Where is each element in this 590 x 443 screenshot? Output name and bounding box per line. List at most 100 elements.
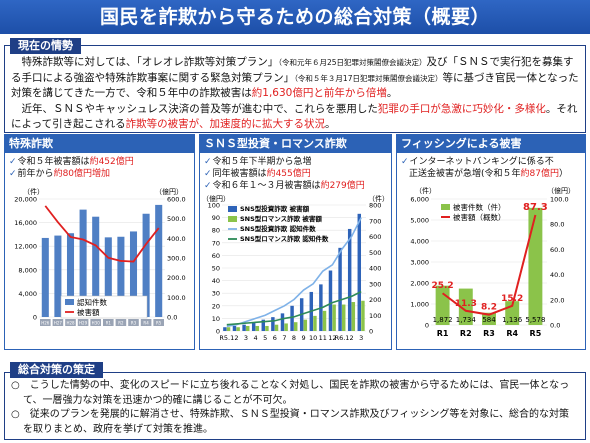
x-tick-label: 10 (309, 334, 317, 342)
x-tick-label: H28 (66, 321, 75, 326)
bullet: ✓令和５年被害額は約452億円 (9, 157, 134, 167)
bar-cases (129, 231, 138, 317)
x-tick-chip (90, 319, 101, 326)
x-tick-label: 5 (263, 334, 267, 342)
legend-label: SNS型ロマンス詐欺 認知件数 (240, 234, 329, 243)
x-tick-label: 12 (328, 334, 336, 342)
y-right-tick: 80.0 (550, 221, 564, 229)
x-tick-label: 8 (292, 334, 296, 342)
x-tick-chip (128, 319, 139, 326)
x-tick-chip (115, 319, 127, 326)
x-tick-label: R5.1 (219, 334, 234, 342)
y-left-tick: 0 (425, 322, 429, 330)
bar-value-label: 1,734 (456, 316, 477, 324)
bullet: ✓前年から約80億円増加 (9, 169, 111, 179)
y-left-tick: 8,000 (18, 266, 37, 274)
x-tick-label: R3 (131, 321, 137, 326)
bar-romance-damage (265, 325, 269, 331)
bar-romance-damage (284, 323, 288, 331)
legend-label: SNS型投資詐欺 被害額 (240, 204, 310, 213)
y-right-tick: 200.0 (167, 274, 186, 282)
intro-box: 特殊詐欺等に対しては、「オレオレ詐欺等対策プラン」（令和元年６月25日犯罪対策閣… (4, 45, 586, 133)
x-tick-label: R5 (156, 321, 162, 326)
intro-damage-highlight: 約1,630億円と前年から倍増 (251, 87, 387, 99)
x-tick-label: R4 (506, 329, 518, 338)
y-right-tick: 0 (369, 328, 373, 336)
legend-box (60, 295, 148, 319)
chart-phishing: （件） （億円） 6,000 5,000 4,000 3,000 2,000 1,000 0 10… (410, 186, 575, 338)
policy-paragraph-1: ○ こうした情勢の中、変化のスピードに立ち後れることなく対処し、国民を詐欺の被害… (11, 380, 570, 406)
bar-romance-damage (303, 319, 308, 331)
x-tick-label: 3 (244, 334, 248, 342)
bar-cases (528, 207, 543, 325)
bullet: ✓令和５年下半期から急増 (204, 157, 312, 167)
bar-cases (155, 204, 163, 317)
y-left-tick: 30 (212, 290, 220, 298)
unit-left-label: （件） (23, 187, 44, 196)
y-left-tick: 1,000 (410, 301, 429, 309)
y-left-tick: 20,000 (14, 196, 37, 204)
line-value-label: 11.3 (455, 299, 477, 309)
intro-paragraph-1: 特殊詐欺等に対しては、「オレオレ詐欺等対策プラン」（令和元年６月25日犯罪対策閣… (11, 56, 579, 99)
bar-invest-damage (328, 270, 333, 331)
bar-invest-damage (347, 228, 352, 331)
x-tick-chip (40, 319, 51, 326)
x-tick-label: 9 (302, 334, 306, 342)
policy-header: 総合対策の策定 (10, 362, 103, 378)
bar-invest-damage (338, 247, 342, 331)
unit-left-label: （億円） (202, 194, 230, 203)
line-damage (441, 214, 537, 316)
bar-invest-damage (223, 327, 227, 331)
y-right-tick: 500 (369, 249, 381, 257)
x-tick-chip (65, 319, 76, 326)
bar-romance-damage (255, 325, 260, 331)
x-tick-label: 11 (319, 334, 327, 342)
unit-right-label: （件） (368, 194, 389, 203)
x-tick-label: R3 (483, 329, 495, 338)
x-tick-label: H26 (41, 321, 50, 326)
x-tick-label: H27 (54, 321, 63, 326)
y-left-tick: 6,000 (410, 196, 429, 204)
y-left-tick: 20 (212, 302, 220, 310)
bar-value-label: 1,136 (502, 316, 523, 324)
y-right-tick: 100.0 (550, 196, 569, 204)
x-tick-label: 4 (254, 334, 258, 342)
x-tick-label: R1 (106, 321, 112, 326)
legend-label: SNS型ロマンス詐欺 被害額 (240, 214, 322, 223)
y-right-tick: 600 (369, 233, 381, 241)
bar-romance-damage (226, 327, 231, 331)
legend-swatch-bar (228, 206, 237, 212)
y-left-tick: 50 (212, 265, 220, 273)
panel-phishing: フィッシングによる被害 ✓インターネットバンキングに係る不 正送金被害が急増(令… (396, 134, 586, 350)
y-left-tick: 80 (212, 227, 220, 235)
bar-cases (458, 288, 473, 325)
bar-cases (66, 233, 75, 317)
check-icon: ✓ (204, 157, 212, 167)
x-tick-label: 2 (234, 334, 238, 342)
y-right-tick: 100.0 (167, 294, 186, 302)
y-right-tick: 60.0 (550, 246, 564, 254)
panel-phishing-header: フィッシングによる被害 (397, 135, 585, 153)
bar-value-label: 1,872 (433, 316, 453, 324)
line-count (226, 290, 362, 326)
legend-swatch-bar (228, 216, 237, 222)
x-tick-label: R4 (143, 321, 149, 326)
bar-value-label: 584 (482, 316, 496, 324)
bar-cases (482, 312, 496, 325)
bar-romance-damage (274, 324, 279, 331)
y-right-tick: 800 (369, 202, 381, 210)
legend-label-line: 被害額（概数） (453, 212, 506, 222)
legend-swatch-bar (65, 299, 74, 305)
chart-special-fraud: （件） （億円） 20,000 16,000 12,000 8,000 4,000 0 600.… (14, 187, 186, 326)
x-tick-label: R5 (530, 329, 542, 338)
line-value-label: 15.2 (501, 294, 523, 304)
y-left-tick: 2,000 (410, 280, 429, 288)
y-right-tick: 20.0 (550, 296, 564, 304)
intro-header: 現在の情勢 (10, 38, 81, 54)
line-value-label: 87.3 (523, 202, 548, 213)
x-tick-chip (77, 319, 89, 326)
y-right-tick: 0.0 (167, 314, 177, 322)
y-left-tick: 5,000 (410, 217, 429, 225)
y-left-tick: 4,000 (410, 238, 429, 246)
bar-value-label: 5,578 (525, 316, 545, 324)
